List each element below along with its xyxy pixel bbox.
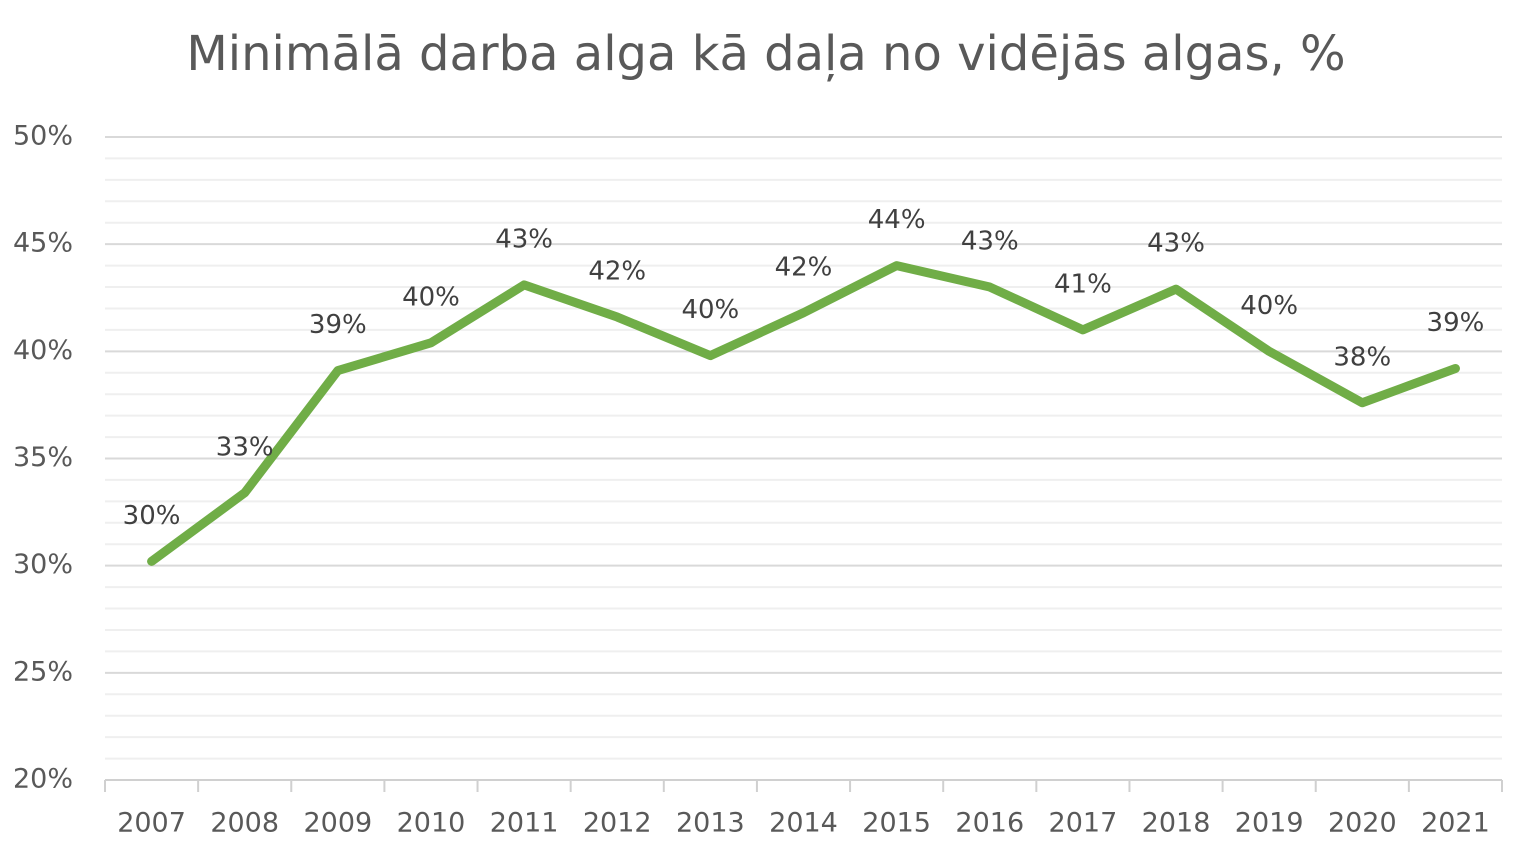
x-tick-label: 2019 — [1235, 808, 1304, 839]
y-tick-label: 30% — [13, 549, 73, 580]
y-tick-label: 45% — [13, 228, 73, 259]
data-label: 39% — [309, 310, 367, 340]
x-tick-label: 2015 — [862, 808, 931, 839]
data-label: 33% — [216, 432, 274, 462]
x-tick-label: 2017 — [1049, 808, 1118, 839]
data-label: 40% — [402, 282, 460, 312]
data-label: 43% — [1147, 229, 1205, 259]
data-line — [147, 261, 1460, 566]
data-label: 43% — [961, 227, 1019, 257]
x-tick-label: 2021 — [1421, 808, 1490, 839]
x-tick-label: 2020 — [1328, 808, 1397, 839]
data-label: 42% — [588, 257, 646, 287]
x-tick-label: 2010 — [397, 808, 466, 839]
x-tick-label: 2009 — [303, 808, 372, 839]
x-tick-label: 2011 — [490, 808, 559, 839]
x-tick-label: 2016 — [955, 808, 1024, 839]
x-tick-label: 2013 — [676, 808, 745, 839]
x-tick-label: 2008 — [210, 808, 279, 839]
data-label: 42% — [775, 252, 833, 282]
y-tick-label: 35% — [13, 442, 73, 473]
chart-title: Minimālā darba alga kā daļa no vidējās a… — [186, 26, 1345, 82]
data-label: 40% — [681, 295, 739, 325]
x-tick-label: 2014 — [769, 808, 838, 839]
y-tick-label: 25% — [13, 656, 73, 687]
data-label: 40% — [1240, 291, 1298, 321]
x-tick-label: 2012 — [583, 808, 652, 839]
data-label: 30% — [123, 501, 181, 531]
y-tick-label: 40% — [13, 335, 73, 366]
x-tick-label: 2018 — [1142, 808, 1211, 839]
data-label: 38% — [1333, 342, 1391, 372]
x-tick-label: 2007 — [117, 808, 186, 839]
data-label: 39% — [1427, 308, 1485, 338]
y-tick-label: 20% — [13, 764, 73, 795]
data-label: 43% — [495, 224, 553, 254]
data-label: 41% — [1054, 269, 1112, 299]
y-tick-label: 50% — [13, 121, 73, 152]
data-label: 44% — [868, 205, 926, 235]
